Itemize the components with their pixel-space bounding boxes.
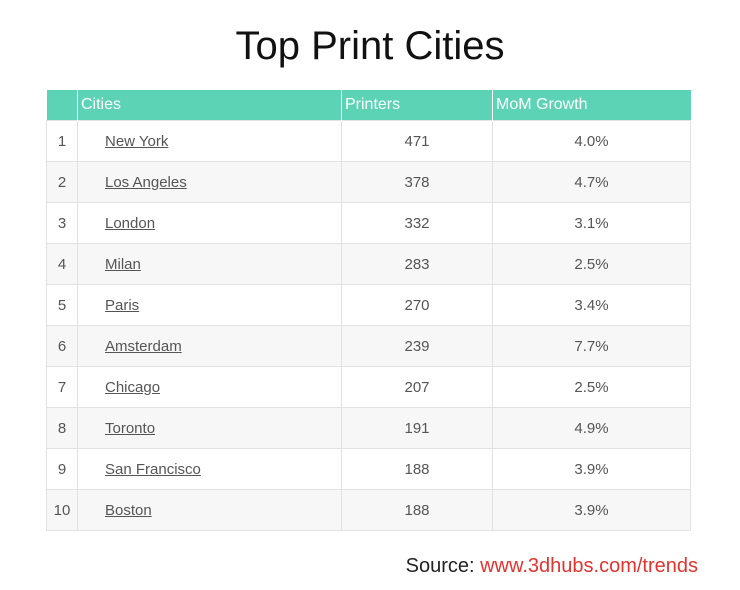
city-cell: Boston — [77, 489, 342, 531]
table-header-row: Cities Printers MoM Growth — [46, 90, 691, 121]
city-link[interactable]: London — [105, 214, 156, 232]
city-link[interactable]: Boston — [105, 501, 152, 519]
printers-cell: 332 — [341, 202, 493, 244]
rank-cell: 9 — [46, 448, 78, 490]
printers-cell: 207 — [341, 366, 493, 408]
source-line: Source: www.3dhubs.com/trends — [406, 554, 698, 578]
city-cell: Toronto — [77, 407, 342, 449]
table-row: 9 San Francisco 188 3.9% — [46, 448, 691, 490]
rank-cell: 7 — [46, 366, 78, 408]
city-link[interactable]: Milan — [105, 255, 141, 273]
table-row: 6 Amsterdam 239 7.7% — [46, 325, 691, 367]
rank-cell: 6 — [46, 325, 78, 367]
rank-cell: 4 — [46, 243, 78, 285]
table-row: 2 Los Angeles 378 4.7% — [46, 161, 691, 203]
city-cell: San Francisco — [77, 448, 342, 490]
growth-cell: 7.7% — [492, 325, 691, 367]
source-link[interactable]: www.3dhubs.com/trends — [480, 555, 698, 577]
header-mom-growth: MoM Growth — [492, 90, 691, 121]
growth-cell: 3.9% — [492, 489, 691, 531]
growth-cell: 4.0% — [492, 120, 691, 162]
city-link[interactable]: Paris — [105, 296, 140, 314]
printers-cell: 239 — [341, 325, 493, 367]
city-link[interactable]: Los Angeles — [105, 173, 187, 191]
city-link[interactable]: San Francisco — [105, 460, 201, 478]
printers-cell: 191 — [341, 407, 493, 449]
growth-cell: 2.5% — [492, 243, 691, 285]
table-row: 7 Chicago 207 2.5% — [46, 366, 691, 408]
header-cities: Cities — [77, 90, 342, 121]
city-link[interactable]: Toronto — [105, 419, 156, 437]
table-row: 1 New York 471 4.0% — [46, 120, 691, 162]
city-cell: Milan — [77, 243, 342, 285]
city-cell: New York — [77, 120, 342, 162]
rank-cell: 1 — [46, 120, 78, 162]
printers-cell: 283 — [341, 243, 493, 285]
growth-cell: 3.9% — [492, 448, 691, 490]
printers-cell: 471 — [341, 120, 493, 162]
growth-cell: 2.5% — [492, 366, 691, 408]
rank-cell: 10 — [46, 489, 78, 531]
cities-table: Cities Printers MoM Growth 1 New York 47… — [46, 90, 691, 531]
growth-cell: 4.9% — [492, 407, 691, 449]
header-rank — [46, 90, 78, 121]
table-row: 5 Paris 270 3.4% — [46, 284, 691, 326]
printers-cell: 188 — [341, 489, 493, 531]
city-link[interactable]: Amsterdam — [105, 337, 182, 355]
rank-cell: 5 — [46, 284, 78, 326]
growth-cell: 3.1% — [492, 202, 691, 244]
rank-cell: 3 — [46, 202, 78, 244]
rank-cell: 2 — [46, 161, 78, 203]
city-cell: London — [77, 202, 342, 244]
page-title: Top Print Cities — [235, 24, 505, 68]
city-cell: Paris — [77, 284, 342, 326]
printers-cell: 270 — [341, 284, 493, 326]
printers-cell: 378 — [341, 161, 493, 203]
rank-cell: 8 — [46, 407, 78, 449]
table-row: 4 Milan 283 2.5% — [46, 243, 691, 285]
growth-cell: 4.7% — [492, 161, 691, 203]
table-row: 3 London 332 3.1% — [46, 202, 691, 244]
growth-cell: 3.4% — [492, 284, 691, 326]
header-printers: Printers — [341, 90, 493, 121]
city-cell: Amsterdam — [77, 325, 342, 367]
printers-cell: 188 — [341, 448, 493, 490]
table-row: 10 Boston 188 3.9% — [46, 489, 691, 531]
table-row: 8 Toronto 191 4.9% — [46, 407, 691, 449]
source-label: Source: — [405, 555, 475, 577]
city-cell: Los Angeles — [77, 161, 342, 203]
city-link[interactable]: Chicago — [105, 378, 161, 396]
city-link[interactable]: New York — [105, 132, 169, 150]
city-cell: Chicago — [77, 366, 342, 408]
